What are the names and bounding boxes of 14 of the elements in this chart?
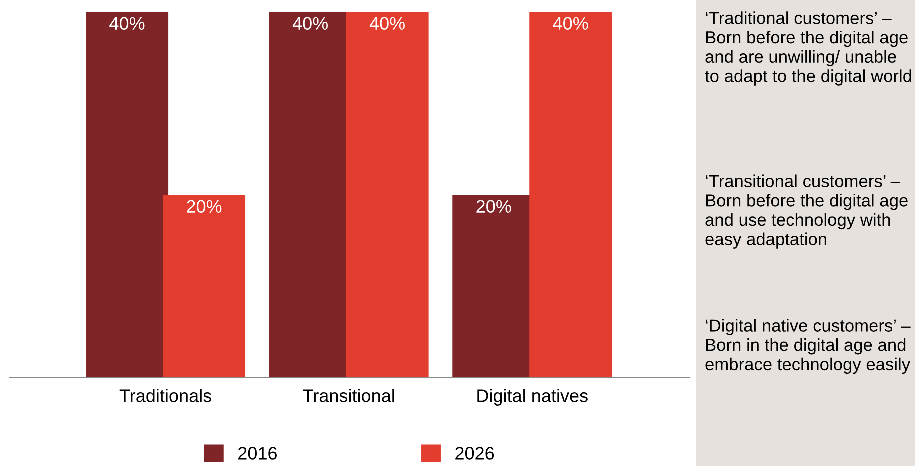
- text: ‘Traditional customers’ – Born before the digital age and are unwilling/ unable to adapt to the digital world: [705, 12, 912, 86]
- data-label: 40%: [553, 17, 588, 30]
- text: ‘Digital native customers’ – Born in the digital age and embrace technology easily: [706, 319, 911, 374]
- x-tick-label: Transitional: [303, 389, 394, 402]
- x-tick-label: Traditionals: [120, 389, 212, 402]
- text: ‘Transitional customers’ – Born before the digital age and use technology with easy adaptation: [706, 174, 908, 249]
- data-label: 20%: [187, 200, 222, 214]
- data-label: 20%: [476, 200, 512, 214]
- legend-label: 2016: [238, 447, 277, 460]
- data-label: 40%: [292, 17, 328, 30]
- data-label: 40%: [110, 17, 145, 30]
- x-tick-label: Digital natives: [478, 389, 588, 406]
- legend-label: 2026: [456, 447, 494, 460]
- data-label: 40%: [370, 17, 405, 30]
